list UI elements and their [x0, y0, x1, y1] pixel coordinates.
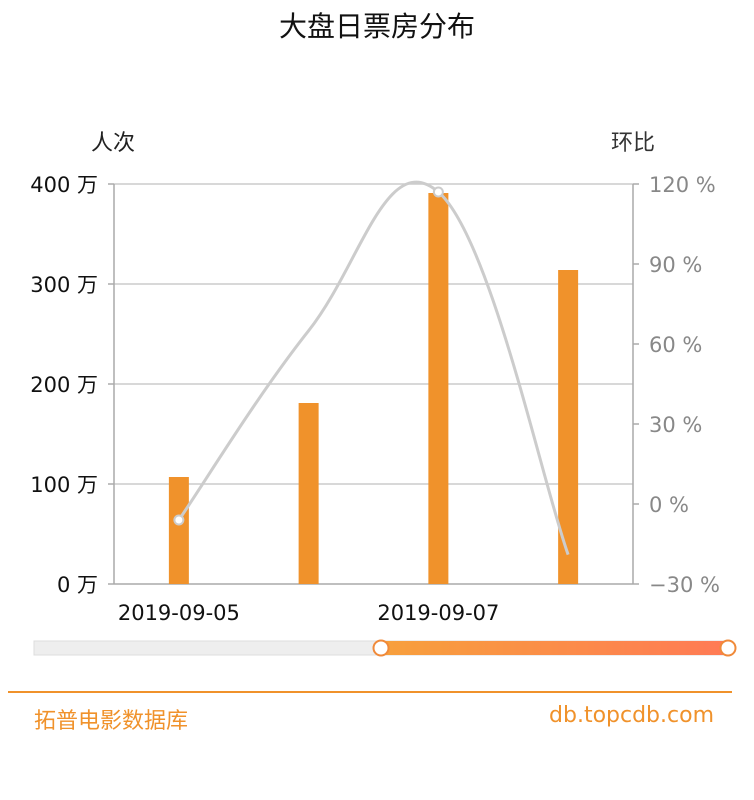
- bar: [168, 477, 189, 584]
- right-axis-tick-label: 120 %: [649, 173, 716, 197]
- data-zoom-slider[interactable]: [33, 639, 737, 657]
- bar: [558, 270, 579, 584]
- left-axis-ticks: 0 万 100 万 200 万 300 万 400 万: [30, 173, 98, 597]
- bar: [428, 193, 449, 584]
- footer-site-link[interactable]: db.topcdb.com: [549, 703, 714, 728]
- left-axis-tick-label: 400 万: [30, 173, 98, 197]
- line-series: [173, 180, 570, 556]
- right-axis-tick-label: 30 %: [649, 413, 702, 437]
- left-axis-tick-label: 200 万: [30, 373, 98, 397]
- chart-title: 大盘日票房分布: [279, 10, 475, 43]
- data-zoom-selected-range[interactable]: [381, 641, 728, 655]
- right-axis-name: 环比: [611, 131, 655, 156]
- x-axis-ticks: 2019-09-05 2019-09-07: [118, 601, 500, 625]
- data-zoom-handle-start[interactable]: [372, 639, 390, 657]
- grid-lines: [108, 183, 639, 585]
- x-axis-tick-label: 2019-09-07: [377, 601, 499, 625]
- left-axis-tick-label: 300 万: [30, 273, 98, 297]
- data-zoom-handle-end[interactable]: [719, 639, 737, 657]
- right-axis-tick-label: 90 %: [649, 253, 702, 277]
- line-point: [432, 186, 444, 198]
- right-axis-tick-label: 0 %: [649, 493, 689, 517]
- bar: [298, 403, 319, 584]
- right-axis-tick-label: 60 %: [649, 333, 702, 357]
- left-axis-name: 人次: [91, 131, 135, 156]
- right-axis-tick-label: −30 %: [649, 573, 720, 597]
- footer-brand: 拓普电影数据库: [34, 709, 189, 734]
- x-axis-tick-label: 2019-09-05: [118, 601, 240, 625]
- left-axis-tick-label: 0 万: [57, 573, 98, 597]
- footer: 拓普电影数据库 db.topcdb.com: [8, 691, 732, 734]
- bar-series: [168, 193, 579, 584]
- left-axis-tick-label: 100 万: [30, 473, 98, 497]
- chart: 大盘日票房分布 人次 环比 0 万 100 万 200 万 300 万 400 万 −3…: [30, 10, 737, 657]
- line-point: [173, 514, 185, 526]
- ratio-line: [177, 180, 570, 556]
- right-axis-ticks: −30 % 0 % 30 % 60 % 90 % 120 %: [649, 173, 720, 597]
